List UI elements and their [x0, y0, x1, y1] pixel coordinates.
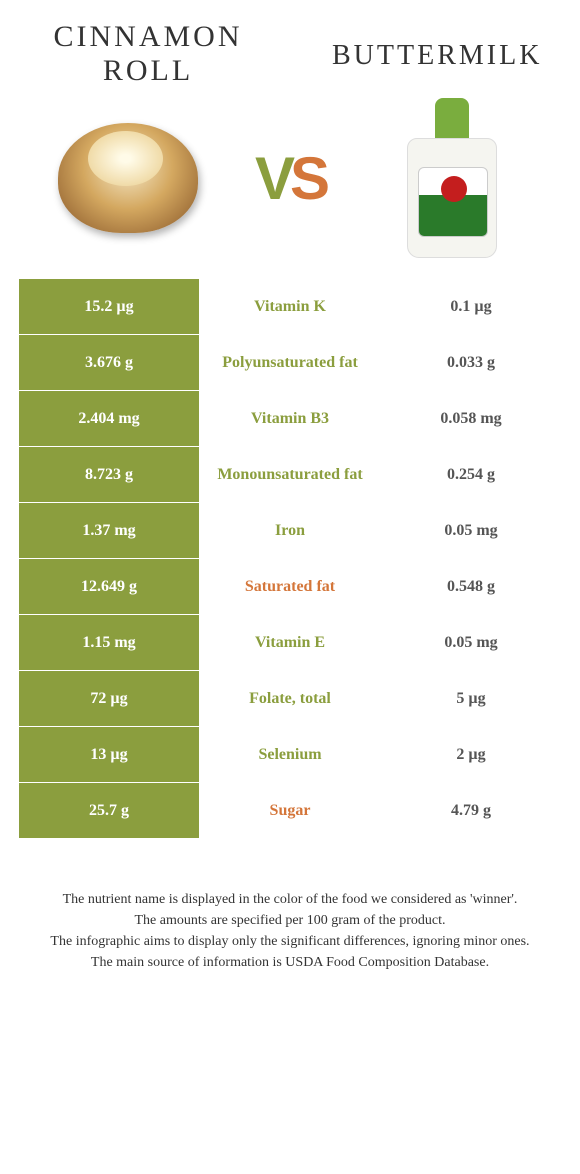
left-value: 8.723 g — [19, 447, 200, 503]
table-row: 25.7 gSugar4.79 g — [19, 783, 562, 839]
left-value: 12.649 g — [19, 559, 200, 615]
cinnamon-roll-icon — [48, 108, 208, 248]
right-value: 0.1 µg — [381, 279, 562, 335]
vs-label: VS — [255, 144, 325, 213]
right-value: 5 µg — [381, 671, 562, 727]
right-title: Buttermilk — [332, 40, 532, 72]
nutrient-table: 15.2 µgVitamin K0.1 µg3.676 gPolyunsatur… — [18, 278, 562, 839]
table-row: 72 µgFolate, total5 µg — [19, 671, 562, 727]
left-value: 15.2 µg — [19, 279, 200, 335]
table-row: 2.404 mgVitamin B30.058 mg — [19, 391, 562, 447]
nutrient-label: Sugar — [200, 783, 381, 839]
right-value: 2 µg — [381, 727, 562, 783]
vs-s: S — [290, 145, 325, 212]
left-title: Cinnamon roll — [48, 20, 248, 88]
right-value: 0.05 mg — [381, 615, 562, 671]
left-value: 25.7 g — [19, 783, 200, 839]
nutrient-label: Vitamin K — [200, 279, 381, 335]
footer-line: The main source of information is USDA F… — [38, 952, 542, 973]
nutrient-label: Saturated fat — [200, 559, 381, 615]
buttermilk-icon — [372, 108, 532, 248]
table-row: 3.676 gPolyunsaturated fat0.033 g — [19, 335, 562, 391]
right-value: 0.548 g — [381, 559, 562, 615]
vs-v: V — [255, 145, 290, 212]
footer-line: The infographic aims to display only the… — [38, 931, 542, 952]
nutrient-label: Monounsaturated fat — [200, 447, 381, 503]
footer-notes: The nutrient name is displayed in the co… — [18, 839, 562, 993]
left-value: 1.15 mg — [19, 615, 200, 671]
nutrient-label: Polyunsaturated fat — [200, 335, 381, 391]
left-value: 13 µg — [19, 727, 200, 783]
images-row: VS — [18, 98, 562, 278]
nutrient-label: Vitamin B3 — [200, 391, 381, 447]
right-value: 0.254 g — [381, 447, 562, 503]
table-row: 1.15 mgVitamin E0.05 mg — [19, 615, 562, 671]
footer-line: The amounts are specified per 100 gram o… — [38, 910, 542, 931]
header-row: Cinnamon roll Buttermilk — [18, 20, 562, 98]
table-row: 13 µgSelenium2 µg — [19, 727, 562, 783]
table-row: 1.37 mgIron0.05 mg — [19, 503, 562, 559]
right-value: 4.79 g — [381, 783, 562, 839]
left-value: 3.676 g — [19, 335, 200, 391]
nutrient-label: Folate, total — [200, 671, 381, 727]
comparison-infographic: Cinnamon roll Buttermilk VS 15.2 µgVitam… — [0, 0, 580, 1013]
right-value: 0.05 mg — [381, 503, 562, 559]
nutrient-label: Selenium — [200, 727, 381, 783]
right-value: 0.033 g — [381, 335, 562, 391]
left-value: 72 µg — [19, 671, 200, 727]
footer-line: The nutrient name is displayed in the co… — [38, 889, 542, 910]
table-row: 15.2 µgVitamin K0.1 µg — [19, 279, 562, 335]
table-row: 12.649 gSaturated fat0.548 g — [19, 559, 562, 615]
right-value: 0.058 mg — [381, 391, 562, 447]
table-row: 8.723 gMonounsaturated fat0.254 g — [19, 447, 562, 503]
nutrient-label: Iron — [200, 503, 381, 559]
left-value: 2.404 mg — [19, 391, 200, 447]
nutrient-label: Vitamin E — [200, 615, 381, 671]
left-value: 1.37 mg — [19, 503, 200, 559]
